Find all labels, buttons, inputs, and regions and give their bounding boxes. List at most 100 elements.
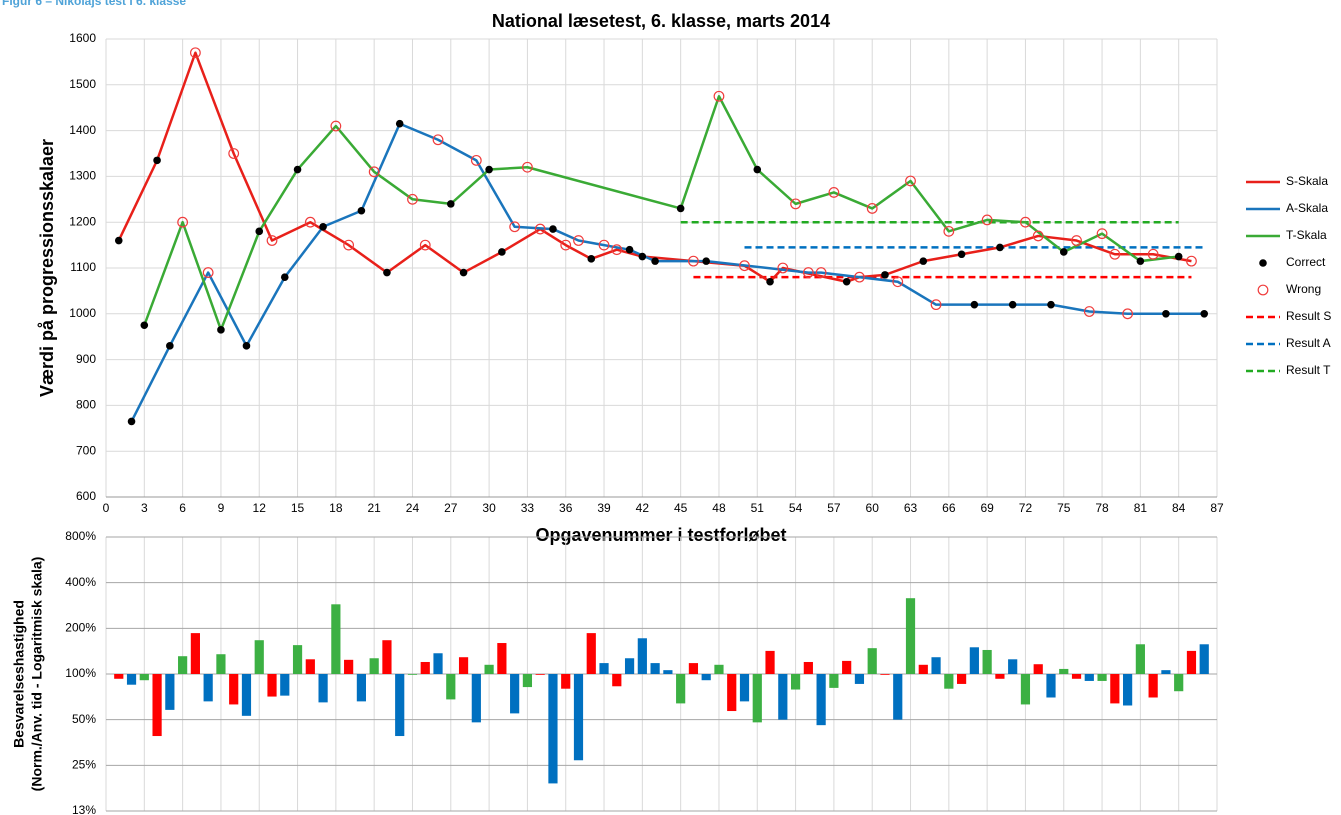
x-axis-label: Opgavenummer i testforløbet — [535, 525, 786, 545]
correct-marker — [1047, 300, 1055, 309]
bar — [905, 598, 916, 674]
correct-marker — [881, 271, 889, 279]
wrong-marker — [304, 216, 316, 228]
wrong-marker — [905, 175, 916, 187]
y-tick-label: 50% — [72, 712, 96, 726]
y-tick-label: 25% — [72, 758, 96, 772]
bar — [676, 674, 686, 704]
wrong-marker — [573, 235, 584, 246]
correct-marker — [153, 156, 161, 165]
bar — [395, 674, 405, 737]
y-tick-label: 1300 — [69, 169, 96, 183]
wrong-marker — [368, 166, 380, 178]
bar — [139, 674, 149, 681]
series-line — [130, 122, 1205, 422]
correct-marker — [651, 257, 659, 265]
wrong-marker — [688, 255, 699, 267]
bar — [816, 674, 826, 726]
bar — [663, 670, 673, 674]
bar — [241, 674, 252, 716]
bar — [1174, 674, 1184, 692]
correct-marker — [625, 245, 634, 254]
bar — [854, 674, 865, 684]
bar — [957, 674, 967, 684]
y-tick-label: 1600 — [69, 31, 96, 45]
bar — [650, 663, 660, 674]
correct-marker — [1162, 310, 1170, 318]
bar — [893, 674, 903, 720]
bar — [152, 674, 162, 737]
x-tick-label: 66 — [942, 501, 956, 515]
x-tick-label: 63 — [904, 501, 918, 515]
bar — [305, 659, 315, 674]
bar — [446, 674, 456, 700]
x-tick-label: 12 — [253, 501, 267, 515]
x-tick-label: 33 — [521, 501, 535, 515]
wrong-marker — [713, 90, 725, 102]
wrong-marker — [432, 134, 444, 146]
bar — [765, 650, 775, 674]
bar — [458, 657, 469, 674]
y-tick-label: 1000 — [69, 306, 96, 320]
correct-marker — [459, 268, 468, 277]
bar — [548, 674, 558, 784]
y-tick-label: 600 — [76, 489, 96, 503]
chart-title: National læsetest, 6. klasse, marts 2014 — [492, 11, 830, 31]
x-tick-label: 15 — [291, 501, 305, 515]
bar — [165, 674, 175, 710]
bar — [280, 674, 290, 696]
bar — [484, 664, 494, 674]
x-tick-label: 27 — [444, 501, 458, 515]
bar — [803, 661, 813, 674]
correct-marker — [446, 200, 455, 208]
wrong-marker — [790, 198, 801, 210]
x-tick-label: 51 — [751, 501, 765, 515]
correct-marker — [395, 119, 404, 128]
wrong-marker — [419, 239, 431, 251]
series-line — [143, 95, 1179, 332]
y-tick-label: 1500 — [69, 77, 96, 91]
bar — [599, 663, 609, 674]
y-tick-label: 100% — [65, 666, 96, 680]
wrong-marker — [930, 299, 942, 311]
wrong-marker — [560, 239, 572, 251]
bar — [1148, 674, 1158, 698]
wrong-marker — [739, 260, 750, 272]
correct-marker — [357, 206, 366, 215]
correct-marker — [638, 252, 647, 261]
wrong-marker — [1096, 228, 1108, 240]
wrong-marker — [266, 235, 278, 246]
y-tick-label: 700 — [76, 443, 96, 457]
bar — [1135, 644, 1145, 674]
x-tick-label: 3 — [141, 501, 148, 515]
correct-marker — [842, 277, 851, 286]
wrong-marker — [854, 271, 865, 283]
correct-marker — [766, 277, 774, 286]
bar — [1199, 644, 1209, 674]
correct-marker — [383, 268, 391, 277]
bar — [701, 674, 711, 681]
wrong-marker — [777, 262, 789, 274]
bar — [969, 647, 979, 674]
wrong-marker — [509, 221, 521, 233]
bar — [612, 674, 622, 687]
bar — [688, 663, 699, 674]
wrong-marker — [1186, 255, 1197, 267]
y-tick-label: 200% — [65, 621, 96, 635]
wrong-marker — [598, 239, 610, 251]
correct-marker — [1174, 252, 1183, 261]
bar — [433, 653, 443, 674]
correct-marker — [319, 222, 327, 231]
x-tick-label: 39 — [597, 501, 611, 515]
wrong-marker — [407, 193, 418, 205]
correct-marker — [753, 165, 762, 174]
correct-marker — [498, 248, 506, 256]
x-tick-label: 45 — [674, 501, 688, 515]
correct-marker — [127, 417, 136, 426]
x-tick-label: 72 — [1019, 501, 1033, 515]
legend-label: Result T — [1286, 363, 1331, 377]
bar — [344, 659, 354, 674]
y-tick-label: 400% — [65, 575, 96, 589]
bar — [497, 643, 507, 674]
